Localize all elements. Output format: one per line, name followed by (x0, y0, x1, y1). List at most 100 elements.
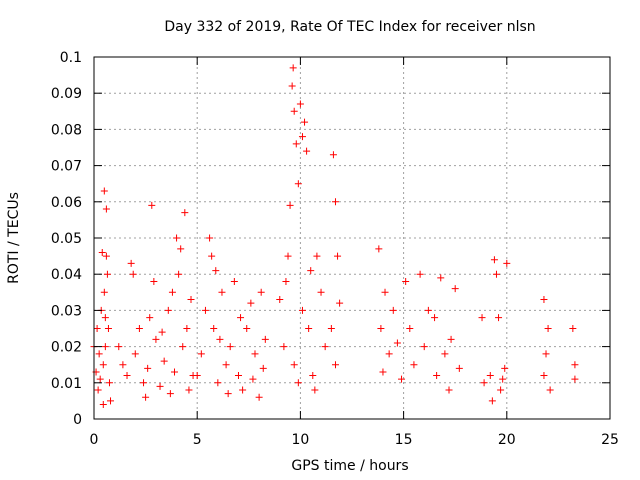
data-point-marker (486, 372, 494, 380)
data-point-marker (288, 82, 296, 90)
data-point-marker (402, 277, 410, 285)
chart-title: Day 332 of 2019, Rate Of TEC Index for r… (164, 19, 535, 35)
data-point-marker (571, 361, 579, 369)
data-point-marker (437, 274, 445, 282)
data-point-marker (375, 245, 383, 253)
data-point-marker (239, 386, 247, 394)
data-point-marker (503, 259, 511, 267)
data-point-marker (127, 259, 135, 267)
data-point-marker (193, 372, 201, 380)
data-point-marker (247, 299, 255, 307)
data-point-marker (286, 201, 294, 209)
data-point-marker (321, 343, 329, 351)
data-point-marker (497, 386, 505, 394)
data-point-marker (164, 306, 172, 314)
x-tick-label: 25 (601, 432, 619, 448)
data-point-marker (234, 372, 242, 380)
data-point-marker (451, 285, 459, 293)
plot-frame (93, 56, 611, 420)
data-point-marker (447, 335, 455, 343)
y-tick-label: 0.07 (51, 159, 82, 175)
data-point-marker (571, 375, 579, 383)
data-point-marker (540, 372, 548, 380)
data-point-marker (129, 270, 137, 278)
data-point-marker (168, 288, 176, 296)
data-point-marker (303, 147, 311, 155)
data-point-marker (101, 314, 109, 322)
data-point-marker (206, 234, 214, 242)
data-point-marker (298, 306, 306, 314)
data-point-marker (329, 151, 337, 159)
x-tick-label: 20 (498, 432, 516, 448)
data-point-marker (93, 325, 101, 332)
x-tick-label: 10 (291, 432, 309, 448)
data-point-marker (105, 379, 113, 387)
data-point-marker (542, 350, 550, 358)
data-point-marker (210, 325, 218, 332)
data-point-marker (416, 270, 424, 278)
data-point-marker (102, 252, 110, 260)
data-point-marker (249, 375, 257, 383)
data-point-marker (95, 350, 103, 358)
data-point-marker (197, 350, 205, 358)
data-point-marker (101, 343, 109, 351)
data-point-marker (292, 140, 300, 148)
data-point-marker (216, 335, 224, 343)
y-tick-label: 0.09 (51, 86, 82, 102)
data-point-marker (119, 361, 127, 369)
data-point-marker (445, 386, 453, 394)
data-point-marker (478, 314, 486, 322)
data-point-marker (142, 393, 150, 401)
data-point-marker (98, 248, 106, 256)
data-point-marker (160, 357, 168, 365)
data-point-marker (177, 245, 185, 253)
data-point-marker (313, 252, 321, 260)
data-point-marker (251, 350, 259, 358)
data-points (90, 64, 579, 409)
data-point-marker (259, 364, 267, 372)
x-tick-label: 5 (193, 432, 202, 448)
y-tick-label: 0.05 (51, 231, 82, 247)
data-point-marker (441, 350, 449, 358)
data-point-marker (255, 393, 263, 401)
data-point-marker (212, 267, 220, 275)
data-point-marker (290, 361, 298, 369)
data-point-marker (309, 372, 317, 380)
data-point-marker (501, 364, 509, 372)
data-point-marker (282, 277, 290, 285)
x-tick-label: 15 (395, 432, 413, 448)
data-point-marker (480, 379, 488, 387)
y-tick-label: 0.1 (60, 50, 82, 66)
data-point-marker (311, 386, 319, 394)
data-point-marker (492, 270, 500, 278)
data-point-marker (152, 335, 160, 343)
data-point-marker (150, 277, 158, 285)
y-tick-label: 0 (73, 412, 82, 428)
data-point-marker (495, 314, 503, 322)
data-point-marker (148, 201, 156, 209)
y-axis-ticks: 0 0.01 0.02 0.03 0.04 0.05 0.06 0.07 0.08 0.09 0.1 (51, 50, 610, 428)
data-point-marker (569, 325, 577, 332)
data-point-marker (280, 343, 288, 351)
data-point-marker (317, 288, 325, 296)
data-point-marker (381, 288, 389, 296)
data-point-marker (488, 397, 496, 405)
data-point-marker (96, 375, 104, 383)
data-point-marker (243, 325, 251, 332)
data-point-marker (389, 306, 397, 314)
data-point-marker (379, 368, 387, 376)
data-point-marker (166, 390, 174, 398)
y-tick-label: 0.04 (51, 267, 82, 283)
y-tick-label: 0.01 (51, 376, 82, 392)
data-point-marker (179, 343, 187, 351)
data-point-marker (276, 296, 284, 304)
data-point-marker (131, 350, 139, 358)
data-point-marker (224, 390, 232, 398)
data-point-marker (393, 339, 401, 347)
data-point-marker (183, 325, 191, 332)
y-tick-label: 0.02 (51, 340, 82, 356)
data-point-marker (490, 256, 498, 264)
data-point-marker (100, 187, 108, 195)
y-axis-label: ROTI / TECUs (6, 192, 22, 284)
